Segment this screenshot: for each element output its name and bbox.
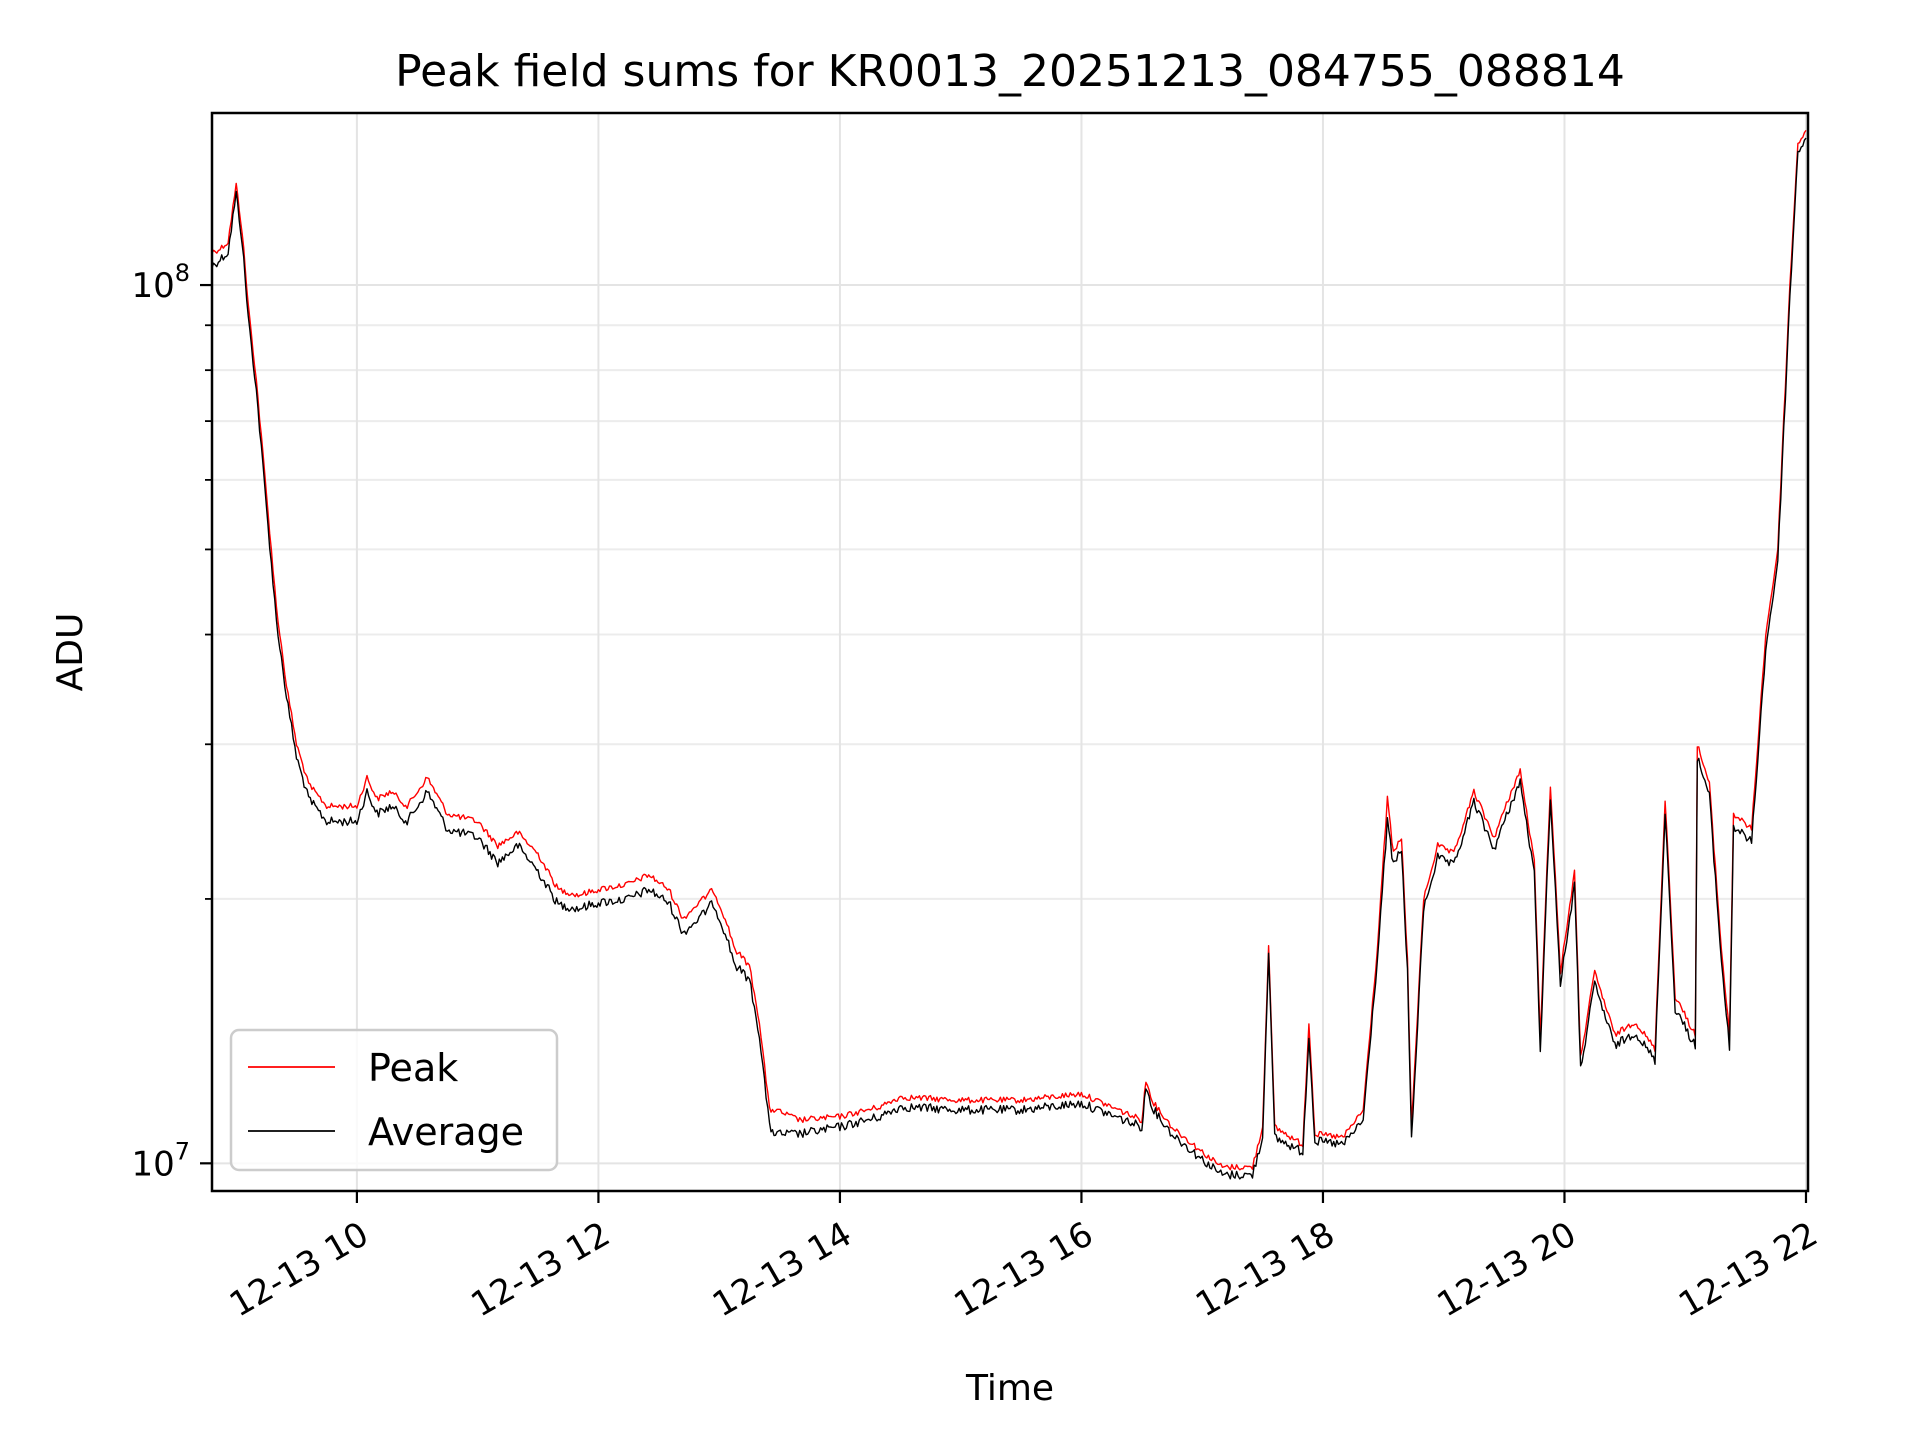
legend-box: [229, 1028, 559, 1172]
grid: [212, 113, 1808, 1191]
y-tick-label-base: 10: [131, 266, 174, 306]
chart-title: Peak field sums for KR0013_20251213_0847…: [395, 46, 1625, 97]
y-axis-label: ADU: [50, 613, 91, 692]
legend-label-average: Average: [368, 1110, 524, 1154]
plot-frame: [210, 111, 1810, 1193]
x-axis-label: Time: [965, 1368, 1054, 1409]
legend: Peak Average: [229, 1028, 559, 1172]
series-layer: [212, 129, 1807, 1180]
series-line-average: [212, 137, 1807, 1180]
y-tick-label-exponent: 8: [175, 259, 190, 287]
y-tick-label-exponent: 7: [175, 1137, 190, 1165]
y-tick-label-base: 10: [131, 1144, 174, 1184]
y-tick-label: 108: [131, 259, 190, 306]
y-tick-label: 107: [131, 1137, 190, 1184]
legend-label-peak: Peak: [368, 1046, 458, 1090]
